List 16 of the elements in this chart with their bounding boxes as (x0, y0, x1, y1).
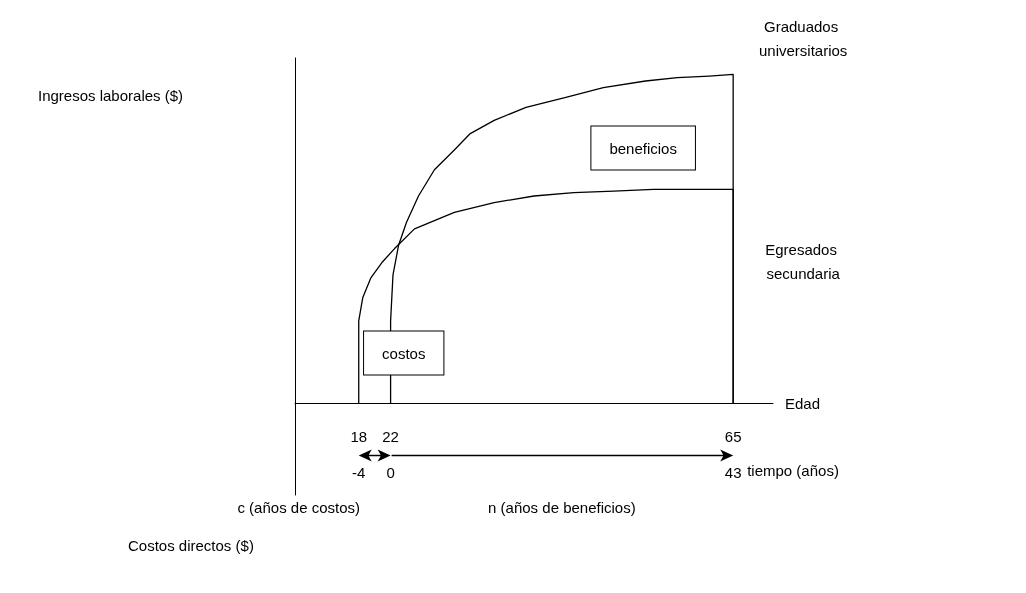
x2-tick-label: -4 (352, 464, 366, 481)
x-axis-title: Edad (785, 394, 821, 412)
text: Egresados secundaria (765, 240, 842, 282)
x-tick-label: 65 (724, 428, 742, 445)
text: Costos directos ($) (128, 537, 254, 554)
text: c (años de costos) (237, 499, 361, 516)
text: n (años de beneficios) (488, 499, 636, 516)
text: Graduados universitarios (758, 17, 848, 59)
annotation: costos (382, 344, 426, 362)
x-tick-label: 22 (382, 428, 399, 445)
x2-tick-label: 0 (386, 464, 395, 481)
text: Ingresos laborales ($) (38, 87, 184, 104)
x-tick-label: 18 (350, 428, 368, 445)
annotation: beneficios (609, 139, 677, 157)
x2-axis-title: tiempo (años) (747, 462, 839, 479)
x2-tick-label: 43 (724, 464, 742, 481)
